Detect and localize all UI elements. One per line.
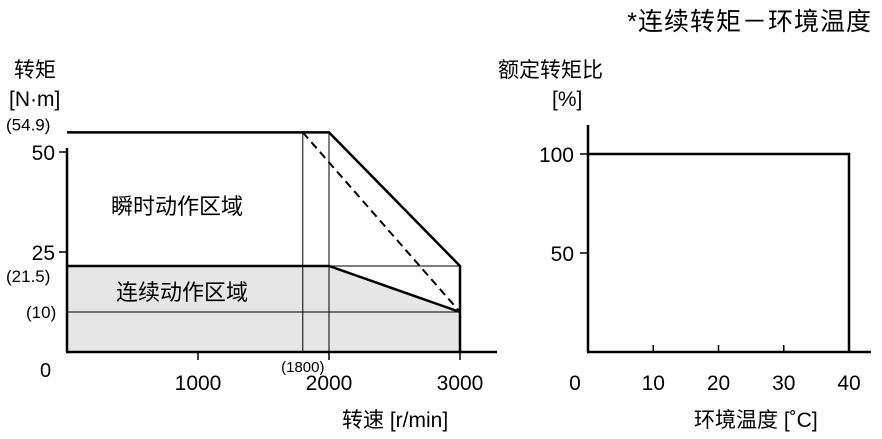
torque-ylabel-line2: [N·m] — [9, 88, 60, 111]
ratio-x-tick-label: 10 — [642, 372, 665, 395]
torque-x-tick-label: 2000 — [306, 372, 353, 395]
continuous-region-boundary — [67, 264, 461, 314]
ratio-x-tick-label: 20 — [707, 372, 730, 395]
continuous-torque-annotation: (21.5) — [6, 267, 50, 286]
ratio-ylabel-line2: [%] — [552, 88, 582, 111]
ratio-ylabel-line1: 额定转矩比 — [498, 59, 603, 82]
dashed-boundary-line — [302, 131, 461, 313]
torque-y-tick-label: 50 — [32, 142, 55, 165]
ratio-x-tick-label: 30 — [772, 372, 795, 395]
torque-x-tick-label: 3000 — [437, 372, 484, 395]
continuous-operation-region — [67, 266, 460, 352]
peak-torque-annotation: (54.9) — [6, 115, 50, 134]
knee-speed-annotation: (1800) — [281, 359, 324, 376]
ratio-xlabel: 环境温度 [˚C] — [694, 409, 818, 432]
ratio-y-tick-label: 50 — [551, 243, 574, 266]
torque-xlabel: 转速 [r/min] — [342, 409, 448, 432]
figure-title: *连续转矩－环境温度 — [627, 8, 872, 36]
peak-region-label: 瞬时动作区域 — [111, 194, 243, 219]
ratio-x-tick-label: 40 — [837, 372, 860, 395]
torque-x-tick-label: 1000 — [175, 372, 222, 395]
end-torque-annotation: (10) — [26, 303, 56, 322]
torque-origin-label: 0 — [40, 360, 51, 382]
rated-torque-ratio-line — [588, 152, 851, 352]
torque-ylabel-line1: 转矩 — [14, 59, 56, 82]
continuous-region-label: 连续动作区域 — [116, 280, 248, 305]
torque-y-tick-label: 25 — [32, 242, 55, 265]
ratio-x-tick-label: 0 — [569, 372, 581, 395]
peak-region-boundary — [67, 131, 462, 352]
ratio-y-tick-label: 100 — [539, 144, 574, 167]
torque-temperature-chart: 额定转矩比 [%] 环境温度 [˚C] 0 10 20 30 40 50 100 — [498, 59, 871, 432]
torque-speed-chart: 转矩 [N·m] 0 转速 [r/min] 1000 2000 3000 25 50 (5… — [6, 59, 497, 432]
